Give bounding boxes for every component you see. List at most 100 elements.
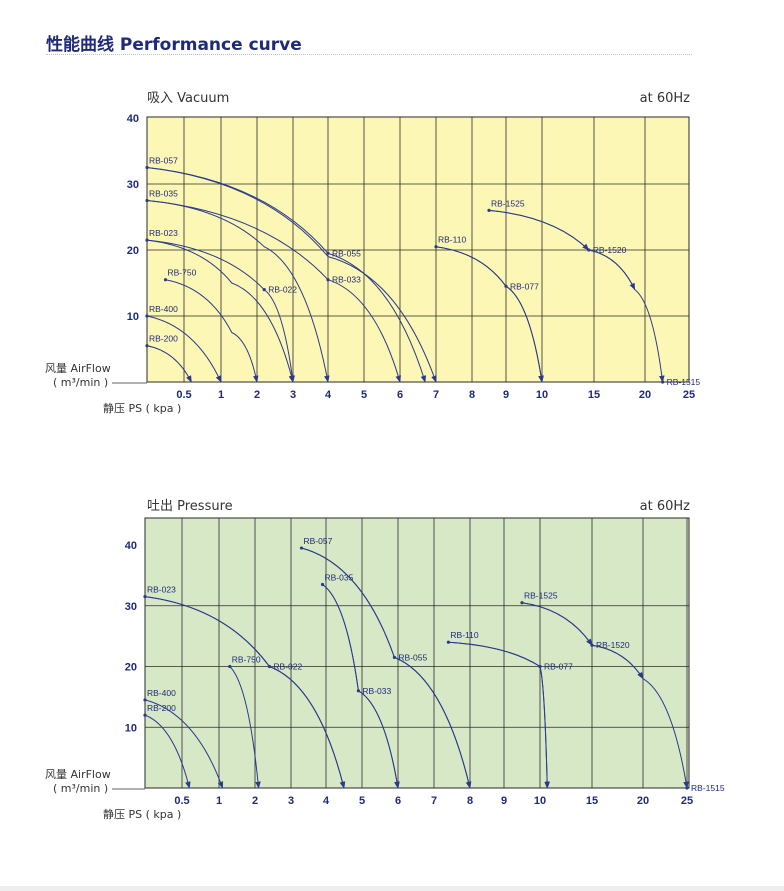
curve-label-rb-750: RB-750 <box>232 655 261 665</box>
y-tick-label: 20 <box>127 245 139 257</box>
curve-point <box>299 546 304 550</box>
curve-point <box>434 245 438 249</box>
curve-point <box>538 664 542 669</box>
curve-rb-750 <box>165 279 259 383</box>
x-tick-label: 0.5 <box>176 389 191 401</box>
curve-label-rb-1520: RB-1520 <box>593 245 627 255</box>
curve-rb-035 <box>146 200 330 383</box>
x-tick-label: 25 <box>683 389 695 401</box>
curve-label-rb-1515: RB-1515 <box>667 377 701 387</box>
curve-label-rb-057: RB-057 <box>149 156 178 166</box>
x-tick-label: 6 <box>397 389 403 401</box>
curve-label-rb-055: RB-055 <box>332 248 361 258</box>
title-divider <box>46 54 692 55</box>
curve-point <box>143 595 147 599</box>
curve-label-rb-400: RB-400 <box>149 304 178 314</box>
curve-label-rb-035: RB-035 <box>149 189 178 199</box>
x-axis-label: 静压 PS ( kpa ) <box>103 401 181 415</box>
curve-label-rb-200: RB-200 <box>147 703 176 713</box>
frequency-label: at 60Hz <box>640 499 691 514</box>
curve-label-rb-023: RB-023 <box>147 585 176 595</box>
y-tick-label: 10 <box>127 311 139 323</box>
x-tick-label: 20 <box>639 389 651 401</box>
x-tick-label: 9 <box>501 795 507 807</box>
x-tick-label: 6 <box>395 795 401 807</box>
y-axis-label: 风量 AirFlow <box>45 768 111 781</box>
x-tick-label: 5 <box>361 389 367 401</box>
curve-rb-1515 <box>591 644 689 789</box>
x-tick-label: 9 <box>503 389 509 401</box>
x-tick-label: 2 <box>254 389 260 401</box>
frequency-label: at 60Hz <box>640 91 691 106</box>
y-tick-label: 40 <box>125 540 137 552</box>
x-tick-label: 15 <box>588 389 600 401</box>
y-tick-label: 30 <box>127 179 139 191</box>
curve-label-rb-055: RB-055 <box>398 652 427 662</box>
curve-label-rb-110: RB-110 <box>438 235 466 245</box>
pressure-chart: 吐出 Pressure at 60Hz 0.5 1 2 3 4 5 6 7 8 9 10 15 20 25 10… <box>45 499 725 821</box>
curve-point <box>520 601 524 605</box>
curve-point <box>326 251 330 255</box>
curve-rb-033 <box>146 200 401 383</box>
curve-label-rb-035: RB-035 <box>325 572 354 582</box>
x-tick-label: 2 <box>252 795 258 807</box>
curve-point <box>685 786 689 790</box>
curve-label-rb-1520: RB-1520 <box>596 640 630 650</box>
page-title: 性能曲线 Performance curve <box>46 35 302 55</box>
x-tick-label: 20 <box>637 795 649 807</box>
y-axis-label: 风量 AirFlow <box>45 362 111 375</box>
footer-bar <box>0 886 784 891</box>
curve-point <box>446 640 450 644</box>
curve-label-rb-023: RB-023 <box>149 228 178 238</box>
curve-point <box>163 278 168 282</box>
curve-point <box>392 655 396 659</box>
curve-point <box>228 664 232 669</box>
curve-point <box>356 689 360 693</box>
curve-point <box>145 344 149 348</box>
curve-label-rb-1515: RB-1515 <box>691 783 725 793</box>
curve-point <box>143 698 147 702</box>
curve-rb-057 <box>146 167 437 383</box>
x-tick-label: 7 <box>431 795 437 807</box>
curve-label-rb-1525: RB-1525 <box>524 591 558 601</box>
x-tick-label: 25 <box>681 795 693 807</box>
x-tick-label: 7 <box>433 389 439 401</box>
curve-point <box>504 284 508 288</box>
curve-point <box>267 664 271 669</box>
chart-title: 吸入 Vacuum <box>147 91 229 106</box>
curve-rb-023 <box>146 239 295 383</box>
curve-point <box>661 380 665 384</box>
curve-point <box>145 314 149 318</box>
y-axis-unit: ( m³/min ) <box>53 376 108 389</box>
x-tick-label: 8 <box>469 389 475 401</box>
curve-point <box>143 713 147 717</box>
plot-area <box>144 517 690 789</box>
x-tick-label: 1 <box>216 795 222 807</box>
curve-label-rb-110: RB-110 <box>450 630 478 640</box>
curve-label-rb-033: RB-033 <box>332 275 361 285</box>
curve-label-rb-077: RB-077 <box>510 281 539 291</box>
chart-title: 吐出 Pressure <box>147 499 233 514</box>
x-tick-label: 8 <box>467 795 473 807</box>
curve-rb-400 <box>144 699 224 789</box>
curve-rb-200 <box>144 714 191 789</box>
x-tick-label: 3 <box>290 389 296 401</box>
curve-point <box>326 278 330 282</box>
curve-label-rb-400: RB-400 <box>147 688 176 698</box>
curve-label-rb-057: RB-057 <box>304 536 333 546</box>
curve-label-rb-022: RB-022 <box>268 285 297 295</box>
x-tick-label: 10 <box>536 389 548 401</box>
curve-label-rb-077: RB-077 <box>544 662 573 672</box>
y-tick-label: 20 <box>125 662 137 674</box>
vacuum-chart: 吸入 Vacuum at 60Hz 0.5 1 2 3 4 5 6 7 8 9 10 15 20 25 10 20… <box>45 91 701 415</box>
x-tick-label: 4 <box>325 389 332 401</box>
x-tick-label: 4 <box>323 795 330 807</box>
curve-label-rb-1525: RB-1525 <box>491 198 525 208</box>
y-tick-label: 30 <box>125 601 137 613</box>
curve-label-rb-022: RB-022 <box>273 662 302 672</box>
y-axis-unit: ( m³/min ) <box>53 782 108 795</box>
curve-rb-400 <box>146 315 222 383</box>
x-tick-label: 10 <box>534 795 546 807</box>
x-tick-label: 3 <box>288 795 294 807</box>
plot-area <box>146 116 690 383</box>
